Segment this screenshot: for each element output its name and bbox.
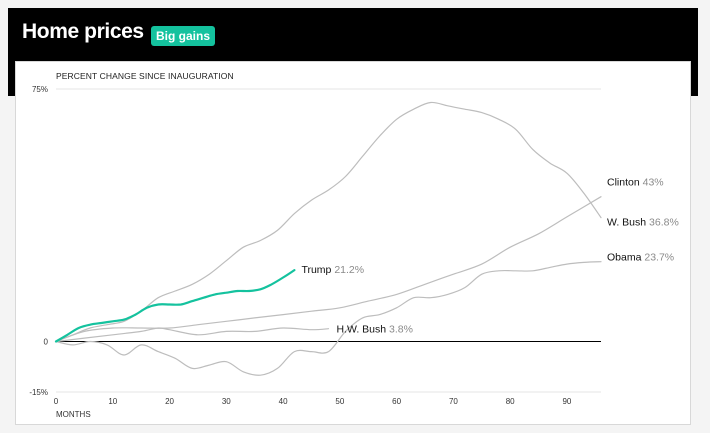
x-tick-label: 80 <box>506 397 515 406</box>
series-label-obama: Obama 23.7% <box>607 252 674 264</box>
series-value: 36.8% <box>649 217 679 229</box>
x-tick-label: 10 <box>108 397 117 406</box>
series-line-obama <box>55 261 602 376</box>
chart-panel: PERCENT CHANGE SINCE INAUGURATION 75% 0 -1… <box>15 61 691 425</box>
x-tick-label: 90 <box>562 397 571 406</box>
series-value: 21.2% <box>334 264 364 276</box>
series-label-trump: Trump 21.2% <box>301 264 364 276</box>
x-tick-label: 70 <box>449 397 458 406</box>
series-value: 3.8% <box>389 324 413 336</box>
series-name: H.W. Bush <box>337 324 390 336</box>
page-title: Home prices <box>22 20 144 43</box>
series-name: Clinton <box>607 177 643 189</box>
series-line-h-w-bush <box>55 327 330 343</box>
y-tick-label: 75% <box>32 85 48 94</box>
chart-subtitle: PERCENT CHANGE SINCE INAUGURATION <box>56 71 234 81</box>
series-line-clinton <box>55 196 602 343</box>
series-label-h-w-bush: H.W. Bush 3.8% <box>337 324 413 336</box>
series-value: 43% <box>643 177 664 189</box>
x-tick-label: 40 <box>279 397 288 406</box>
line-chart: PERCENT CHANGE SINCE INAUGURATION 75% 0 -1… <box>29 71 679 419</box>
series-name: W. Bush <box>607 217 649 229</box>
y-tick-label: -15% <box>29 388 48 397</box>
x-tick-label: 50 <box>335 397 344 406</box>
y-tick-label: 0 <box>44 338 49 347</box>
series-label-clinton: Clinton 43% <box>607 177 664 189</box>
status-badge: Big gains <box>151 26 216 46</box>
series-name: Trump <box>301 264 334 276</box>
series-value: 23.7% <box>644 252 674 264</box>
x-axis-label: MONTHS <box>56 410 91 419</box>
x-tick-label: 0 <box>54 397 59 406</box>
series-line-w-bush <box>55 101 602 343</box>
series-label-w-bush: W. Bush 36.8% <box>607 217 679 229</box>
series-line-trump <box>54 269 296 343</box>
series-name: Obama <box>607 252 644 264</box>
x-tick-label: 30 <box>222 397 231 406</box>
x-tick-label: 60 <box>392 397 401 406</box>
x-tick-label: 20 <box>165 397 174 406</box>
